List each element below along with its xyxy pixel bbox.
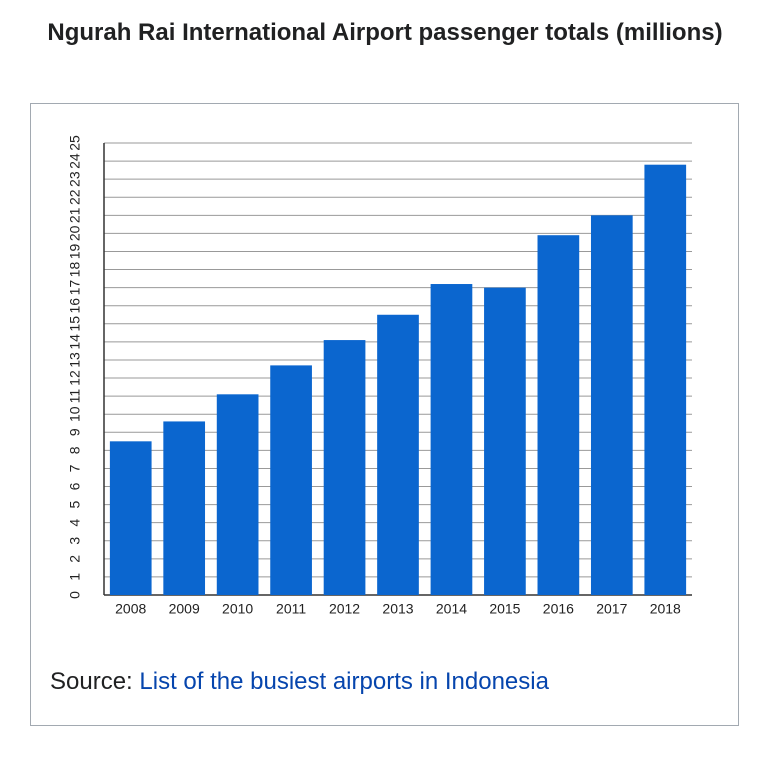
- x-tick-label: 2018: [650, 601, 681, 617]
- y-tick-label: 14: [67, 334, 83, 350]
- bar: [216, 394, 259, 595]
- y-tick-label: 19: [67, 243, 83, 259]
- x-tick-label: 2014: [436, 601, 467, 617]
- y-tick-label: 6: [67, 482, 83, 490]
- bar: [430, 284, 473, 595]
- x-tick-label: 2012: [329, 601, 360, 617]
- source-label: Source:: [50, 668, 133, 695]
- bar: [323, 340, 366, 595]
- y-tick-label: 2: [67, 555, 83, 563]
- y-tick-label: 22: [67, 189, 83, 205]
- x-tick-label: 2017: [596, 601, 627, 617]
- y-tick-label: 3: [67, 537, 83, 545]
- x-tick-label: 2016: [543, 601, 574, 617]
- y-tick-label: 11: [67, 389, 83, 404]
- y-tick-label: 16: [67, 298, 83, 314]
- x-tick-label: 2009: [169, 601, 200, 617]
- y-tick-label: 25: [67, 135, 83, 151]
- y-tick-label: 15: [67, 316, 83, 332]
- y-tick-label: 10: [67, 406, 83, 422]
- y-tick-label: 9: [67, 428, 83, 436]
- y-tick-label: 5: [67, 500, 83, 508]
- y-tick-label: 13: [67, 352, 83, 368]
- y-tick-label: 1: [67, 573, 83, 581]
- x-tick-label: 2013: [382, 601, 413, 617]
- y-tick-label: 12: [67, 370, 83, 386]
- source-link[interactable]: List of the busiest airports in Indonesi…: [139, 668, 549, 695]
- x-tick-label: 2015: [489, 601, 520, 617]
- bar: [377, 314, 419, 595]
- bar: [109, 441, 152, 595]
- y-tick-label: 18: [67, 262, 83, 278]
- y-tick-label: 24: [67, 153, 83, 169]
- bar: [590, 215, 633, 595]
- chart-title: Ngurah Rai International Airport passeng…: [47, 19, 723, 46]
- bar: [270, 365, 312, 595]
- y-tick-label: 7: [67, 464, 83, 472]
- y-tick-label: 20: [67, 225, 83, 241]
- source: Source: List of the busiest airports in …: [50, 668, 549, 696]
- x-tick-label: 2008: [115, 601, 146, 617]
- bar: [484, 287, 526, 595]
- bar: [537, 235, 580, 595]
- chart-frame: [30, 103, 739, 726]
- bar: [163, 421, 206, 595]
- bar: [644, 164, 687, 596]
- y-tick-label: 23: [67, 171, 83, 187]
- x-tick-label: 2011: [276, 601, 306, 617]
- x-tick-label: 2010: [222, 601, 253, 617]
- y-tick-label: 17: [67, 280, 83, 296]
- y-tick-label: 8: [67, 446, 83, 454]
- y-tick-label: 4: [67, 519, 83, 527]
- y-tick-label: 21: [67, 207, 83, 223]
- y-tick-label: 0: [67, 591, 83, 599]
